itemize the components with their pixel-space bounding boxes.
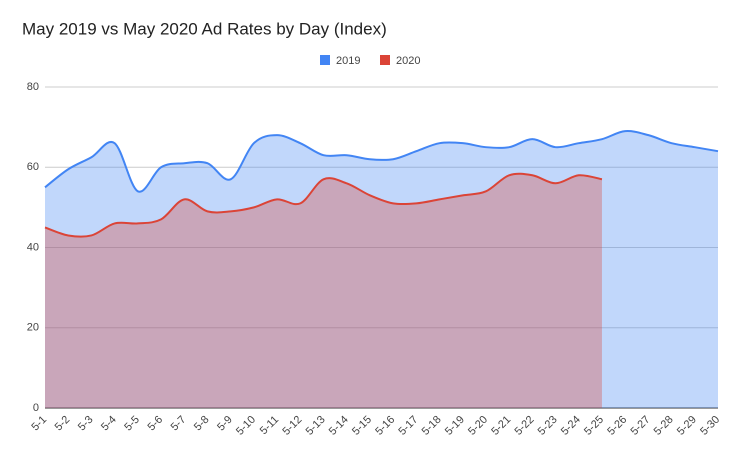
x-tick-label: 5-14 [327,414,351,438]
x-tick-label: 5-2 [53,414,73,434]
x-tick-label: 5-18 [420,414,444,438]
x-tick-label: 5-30 [698,414,722,438]
series-line [44,172,603,238]
x-tick-label: 5-22 [512,414,536,438]
x-tick-label: 5-21 [489,414,513,438]
x-tick-label: 5-9 [215,414,235,434]
x-tick-label: 5-24 [559,414,583,438]
x-tick-label: 5-20 [466,414,490,438]
y-tick-label: 40 [27,241,39,253]
x-tick-label: 5-11 [258,414,281,437]
legend-swatch [320,55,330,65]
x-tick-label: 5-7 [169,414,189,434]
x-tick-label: 5-28 [652,414,676,438]
area-fill [45,131,718,408]
legend-swatch [380,55,390,65]
x-tick-label: 5-29 [675,414,699,438]
legend-label: 2019 [336,55,360,67]
x-tick-label: 5-5 [122,414,142,434]
x-tick-label: 5-8 [192,414,212,434]
x-tick-label: 5-17 [396,414,420,438]
x-tick-label: 5-13 [304,414,328,438]
x-tick-label: 5-3 [76,414,96,434]
x-tick-label: 5-10 [234,414,258,438]
y-tick-label: 80 [27,81,39,93]
x-tick-label: 5-1 [29,414,49,434]
x-tick-label: 5-16 [373,414,397,438]
x-tick-label: 5-6 [145,414,165,434]
y-tick-label: 60 [27,161,39,173]
x-tick-label: 5-12 [280,414,304,438]
y-tick-label: 20 [27,322,39,334]
area-fill [45,173,602,408]
x-tick-label: 5-26 [605,414,629,438]
x-tick-label: 5-25 [582,414,606,438]
x-tick-label: 5-19 [443,414,467,438]
chart-title: May 2019 vs May 2020 Ad Rates by Day (In… [22,19,387,38]
x-tick-label: 5-23 [536,414,560,438]
x-tick-label: 5-4 [99,414,119,434]
legend-label: 2020 [396,55,420,67]
x-tick-label: 5-15 [350,414,374,438]
x-tick-label: 5-27 [628,414,652,438]
series-line [44,130,719,193]
y-tick-label: 0 [33,402,39,414]
